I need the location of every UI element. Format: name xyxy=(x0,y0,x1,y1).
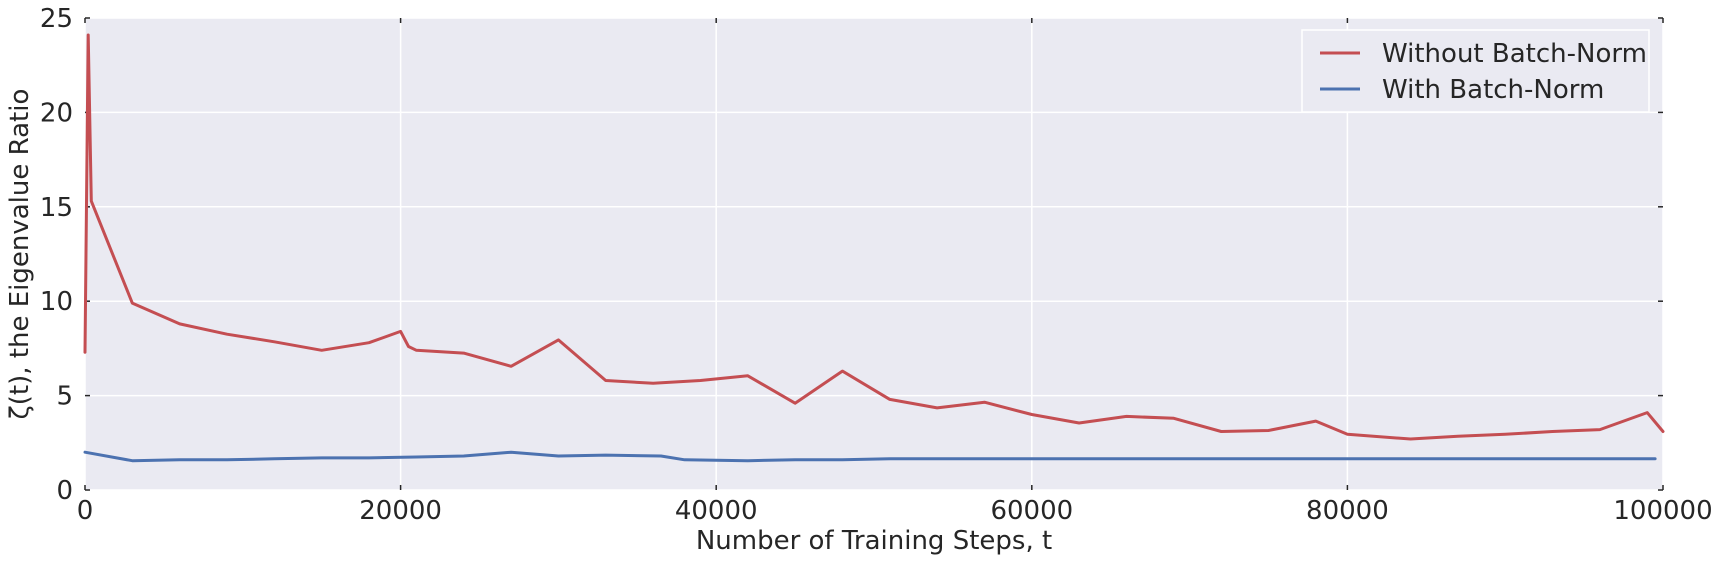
y-tick-label-3: 15 xyxy=(40,193,73,223)
x-tick-label-4: 80000 xyxy=(1306,496,1389,526)
x-tick-label-0: 0 xyxy=(77,496,94,526)
series-line-with-batch-norm xyxy=(83,450,1657,463)
y-tick-label-0: 0 xyxy=(56,476,73,506)
series-line-without-batch-norm xyxy=(83,33,1665,441)
x-tick-label-3: 60000 xyxy=(990,496,1073,526)
legend-box xyxy=(1301,29,1650,113)
y-tick-label-4: 20 xyxy=(40,98,73,128)
x-tick-label-2: 40000 xyxy=(675,496,758,526)
y-axis-label: ζ(t), the Eigenvalue Ratio xyxy=(5,89,35,420)
tick-labels: 0 20000 40000 60000 80000 100000 0 5 10 15 20 25 xyxy=(40,4,1713,526)
x-tick-label-5: 100000 xyxy=(1613,496,1712,526)
legend-label-without-batch-norm: Without Batch-Norm xyxy=(1382,39,1647,69)
legend-label-with-batch-norm: With Batch-Norm xyxy=(1382,75,1604,105)
legend: Without Batch-Norm With Batch-Norm xyxy=(1301,29,1650,113)
x-tick-label-1: 20000 xyxy=(359,496,442,526)
series-lines xyxy=(83,33,1665,463)
x-axis-label: Number of Training Steps, t xyxy=(696,526,1052,556)
axis-ticks xyxy=(84,17,1664,491)
y-tick-label-2: 10 xyxy=(40,287,73,317)
y-tick-label-1: 5 xyxy=(56,382,73,412)
y-tick-label-5: 25 xyxy=(40,4,73,34)
